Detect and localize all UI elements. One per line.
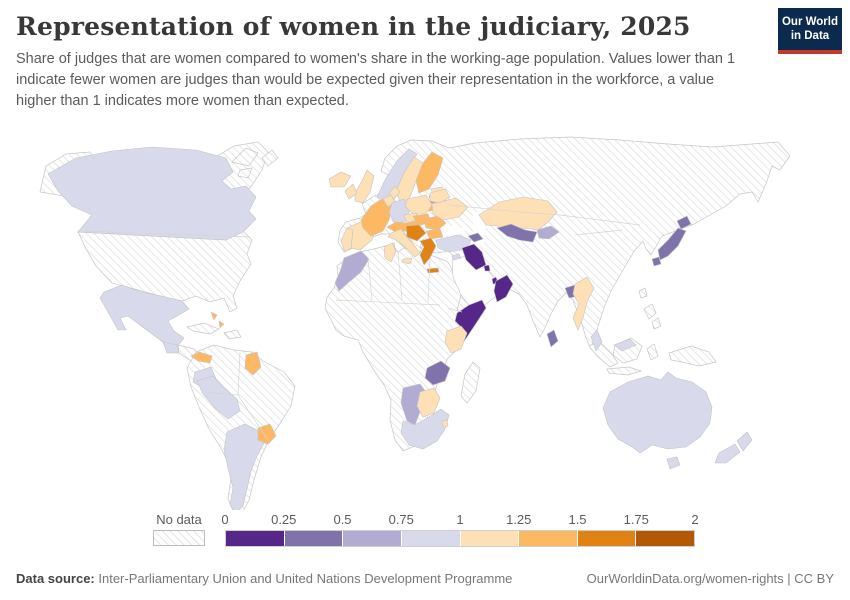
legend-no-data: No data (153, 512, 205, 546)
region-indonesia[interactable] (588, 337, 659, 376)
legend-bin-1.5–1.75[interactable] (577, 531, 637, 546)
country-uzbekistan[interactable] (496, 223, 538, 243)
country-australia[interactable] (602, 371, 713, 454)
page-subtitle: Share of judges that are women compared … (16, 51, 736, 110)
legend-tick-1.25: 1.25 (506, 512, 532, 527)
country-kuwait[interactable] (483, 264, 491, 272)
country-morocco[interactable] (334, 250, 370, 292)
country-bulgaria[interactable] (425, 228, 444, 240)
page-title: Representation of women in the judiciary… (16, 12, 691, 41)
legend-tick-1.5: 1.5 (568, 512, 587, 527)
country-peru[interactable] (196, 375, 241, 420)
country-belarus[interactable] (429, 188, 451, 204)
country-mexico[interactable] (99, 284, 190, 348)
country-iceland[interactable] (328, 171, 352, 188)
region-new-guinea[interactable] (668, 345, 717, 367)
legend-tick-1: 1 (456, 512, 464, 527)
region-philippines[interactable] (643, 303, 662, 330)
country-ireland[interactable] (344, 183, 358, 200)
legend-tick-labels: 0 0.25 0.5 0.75 1 1.25 1.5 1.75 2 (221, 512, 699, 530)
country-kenya[interactable] (444, 325, 468, 354)
internal-borders (79, 204, 641, 441)
country-finland[interactable] (415, 151, 444, 194)
legend-tick-0.25: 0.25 (271, 512, 297, 527)
owid-logo[interactable]: Our World in Data (778, 8, 842, 54)
country-kazakhstan[interactable] (478, 196, 558, 233)
country-iraq[interactable] (461, 243, 487, 271)
country-canada[interactable] (47, 146, 257, 241)
header: Representation of women in the judiciary… (16, 12, 766, 112)
map-legend: No data 0 0.25 0.5 0.75 1 1.25 1.5 1.75 2 (0, 512, 850, 556)
country-bahamas[interactable] (210, 311, 225, 329)
country-guyana[interactable] (244, 351, 262, 376)
country-kyrgyzstan[interactable] (536, 225, 560, 240)
country-oman[interactable] (493, 274, 514, 303)
country-myanmar[interactable] (572, 276, 595, 331)
country-malaysia[interactable] (590, 329, 637, 352)
country-guatemala[interactable] (162, 341, 180, 354)
legend-bin-0–0.25[interactable] (226, 531, 285, 546)
data-source-label: Data source: (16, 571, 95, 586)
country-south-africa[interactable] (400, 408, 450, 450)
country-new-zealand[interactable] (714, 431, 753, 464)
legend-bin-0.25–0.5[interactable] (284, 531, 344, 546)
region-cuba[interactable] (186, 322, 220, 335)
legend-no-data-label: No data (156, 512, 202, 527)
country-zambia[interactable] (424, 360, 451, 386)
legend-bin-0.5–0.75[interactable] (343, 531, 402, 546)
country-sri-lanka[interactable] (546, 329, 559, 348)
legend-tick-2: 2 (691, 512, 699, 527)
data-source-value: Inter-Parliamentary Union and United Nat… (94, 571, 513, 586)
world-map-svg (39, 136, 791, 510)
legend-color-scale: 0 0.25 0.5 0.75 1 1.25 1.5 1.75 2 (221, 512, 699, 547)
region-madagascar[interactable] (460, 361, 481, 404)
country-france[interactable] (360, 198, 393, 237)
legend-tick-0.5: 0.5 (333, 512, 352, 527)
legend-bin-1.25–1.5[interactable] (519, 531, 578, 546)
country-tunisia[interactable] (383, 242, 397, 263)
legend-tick-0.75: 0.75 (388, 512, 414, 527)
region-arctic-islands (231, 147, 279, 179)
country-japan[interactable] (651, 215, 692, 267)
footer: Data source: Inter-Parliamentary Union a… (16, 571, 834, 586)
legend-no-data-swatch[interactable] (153, 530, 205, 546)
legend-bin-0.75–1[interactable] (401, 531, 461, 546)
country-united-kingdom[interactable] (354, 169, 375, 204)
black-sea (434, 225, 466, 236)
owid-logo-line2: in Data (790, 30, 830, 43)
legend-tick-1.75: 1.75 (623, 512, 649, 527)
country-romania[interactable] (423, 215, 447, 231)
footer-link[interactable]: OurWorldinData.org/women-rights | CC BY (586, 571, 834, 586)
world-choropleth-map (0, 128, 850, 510)
legend-tick-0: 0 (221, 512, 229, 527)
legend-color-bar (225, 530, 695, 547)
country-azerbaijan[interactable] (467, 232, 484, 243)
region-hispaniola[interactable] (223, 329, 242, 340)
country-greece[interactable] (419, 237, 440, 274)
country-tasmania[interactable] (666, 456, 681, 470)
owid-logo-line1: Our World (781, 16, 838, 28)
data-source-note[interactable]: Data source: Inter-Parliamentary Union a… (16, 571, 512, 586)
country-ukraine[interactable] (431, 197, 469, 221)
region-taiwan (638, 287, 648, 299)
country-eswatini[interactable] (441, 419, 449, 428)
legend-bin-1.75–2[interactable] (636, 531, 694, 546)
country-uruguay[interactable] (257, 423, 277, 445)
country-cyprus[interactable] (451, 253, 462, 261)
country-botswana[interactable] (416, 387, 441, 418)
region-usa[interactable] (77, 230, 253, 313)
legend-bin-1–1.25[interactable] (460, 531, 520, 546)
country-balkans[interactable] (405, 224, 427, 242)
country-panama[interactable] (190, 351, 213, 364)
